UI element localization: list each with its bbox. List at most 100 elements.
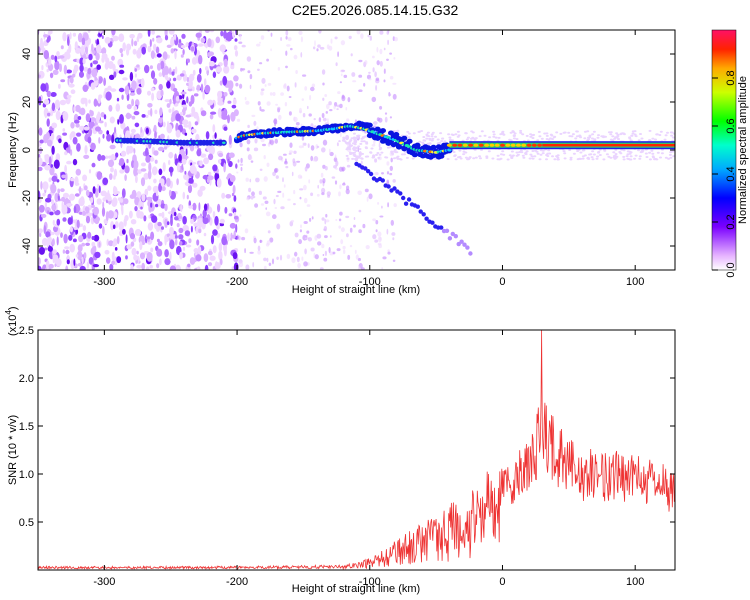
noise-blob	[251, 114, 256, 118]
noise-blob	[186, 77, 190, 82]
noise-blob	[377, 202, 380, 205]
noise-blob	[116, 97, 120, 102]
noise-blob	[125, 113, 132, 119]
noise-blob	[121, 150, 127, 157]
noise-blob	[511, 154, 515, 157]
noise-blob	[176, 178, 179, 186]
noise-blob	[217, 203, 221, 213]
noise-blob	[120, 53, 124, 58]
noise-blob	[292, 158, 296, 164]
noise-blob	[180, 54, 184, 58]
noise-blob	[126, 158, 129, 164]
noise-blob	[316, 233, 322, 239]
noise-blob	[95, 216, 101, 222]
noise-blob	[221, 192, 226, 199]
noise-blob	[172, 77, 177, 82]
noise-blob	[160, 203, 166, 209]
noise-blob	[430, 133, 434, 136]
noise-blob	[43, 225, 47, 234]
noise-blob	[375, 220, 379, 225]
noise-blob	[382, 256, 387, 260]
noise-blob	[170, 217, 173, 227]
noise-blob	[41, 213, 47, 218]
noise-blob	[368, 71, 371, 74]
y-tick-label: 1.0	[19, 469, 34, 481]
noise-blob	[368, 78, 372, 81]
noise-blob	[379, 105, 383, 110]
noise-blob	[252, 195, 256, 199]
noise-blob	[145, 147, 149, 157]
noise-blob	[539, 149, 543, 152]
noise-blob	[260, 203, 265, 206]
noise-blob	[101, 207, 106, 217]
noise-blob	[389, 116, 392, 119]
noise-blob	[551, 155, 554, 158]
noise-blob	[44, 164, 51, 171]
trail-blob	[363, 166, 368, 171]
noise-blob	[389, 93, 392, 97]
noise-blob	[383, 79, 386, 83]
noise-blob	[340, 227, 345, 233]
noise-blob	[74, 119, 80, 124]
noise-blob	[156, 227, 160, 232]
noise-blob	[615, 132, 619, 135]
noise-blob	[260, 35, 265, 40]
noise-blob	[456, 130, 460, 133]
noise-blob	[327, 194, 331, 198]
noise-blob	[131, 115, 136, 120]
noise-blob	[303, 197, 308, 204]
noise-blob	[447, 133, 451, 136]
noise-blob	[616, 135, 620, 137]
noise-blob	[543, 132, 547, 135]
noise-blob	[313, 46, 316, 50]
trail-blob	[421, 212, 426, 217]
noise-blob	[51, 199, 55, 206]
noise-blob	[158, 117, 163, 124]
snr-frame	[37, 329, 676, 571]
noise-blob	[360, 160, 363, 165]
noise-blob	[396, 157, 400, 160]
noise-blob	[568, 149, 572, 151]
noise-blob	[270, 48, 272, 52]
noise-blob	[593, 139, 597, 142]
noise-blob	[50, 30, 53, 34]
noise-blob	[95, 52, 100, 61]
noise-blob	[250, 156, 253, 160]
noise-blob	[141, 114, 146, 118]
noise-blob	[259, 62, 263, 65]
noise-blob	[43, 34, 49, 38]
noise-blob	[298, 145, 304, 149]
steady-line-peak	[531, 143, 537, 147]
noise-blob	[228, 87, 233, 93]
noise-blob	[72, 158, 78, 166]
noise-blob	[90, 117, 96, 123]
noise-blob	[85, 113, 91, 123]
noise-blob	[525, 150, 529, 153]
noise-blob	[317, 184, 320, 189]
noise-blob	[310, 192, 314, 197]
noise-blob	[70, 177, 75, 182]
trail-blob	[430, 220, 435, 225]
noise-blob	[134, 206, 138, 212]
noise-blob	[291, 171, 294, 177]
noise-blob	[300, 52, 303, 58]
noise-blob	[336, 142, 339, 147]
noise-blob	[297, 174, 302, 179]
noise-blob	[141, 262, 145, 270]
noise-blob	[492, 135, 496, 138]
noise-blob	[85, 215, 91, 224]
noise-blob	[364, 60, 368, 65]
noise-blob	[164, 99, 170, 103]
noise-blob	[298, 239, 302, 245]
y-tick-label: -20	[21, 190, 33, 206]
steady-line-peak	[510, 143, 516, 147]
noise-blob	[358, 151, 362, 157]
noise-blob	[70, 122, 75, 129]
noise-blob	[64, 164, 67, 174]
noise-blob	[617, 138, 620, 140]
noise-blob	[336, 108, 339, 111]
noise-blob	[257, 250, 261, 255]
noise-blob	[51, 102, 56, 112]
noise-blob	[656, 151, 660, 154]
noise-blob	[366, 196, 369, 202]
